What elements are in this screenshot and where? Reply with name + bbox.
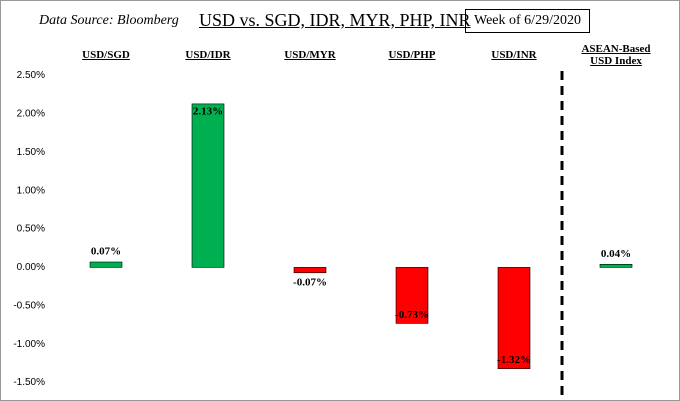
bar [599, 264, 633, 268]
bar [191, 103, 225, 268]
bar [497, 267, 531, 369]
value-label: 0.04% [601, 248, 631, 260]
category-label: USD/MYR [284, 49, 336, 61]
y-tick-label: 1.00% [17, 185, 45, 196]
y-tick-label: -0.50% [13, 300, 45, 311]
category-label: USD/IDR [185, 49, 231, 61]
source: Data Source: Bloomberg [39, 13, 179, 28]
bar [293, 267, 327, 274]
y-tick-label: 0.00% [17, 262, 45, 273]
chart-title: USD vs. SGD, IDR, MYR, PHP, INR [199, 10, 471, 30]
bar [395, 267, 429, 324]
value-label: -0.07% [293, 276, 327, 288]
y-tick-label: -1.50% [13, 377, 45, 388]
category-label: USD/PHP [388, 49, 436, 61]
category-label: USD/SGD [82, 49, 130, 61]
y-tick-label: 2.00% [17, 109, 45, 120]
category-label: USD/INR [491, 49, 537, 61]
value-label: -0.73% [395, 309, 429, 321]
value-label: 0.07% [91, 246, 121, 258]
y-tick-label: 1.50% [17, 147, 45, 158]
y-tick-label: 0.50% [17, 224, 45, 235]
y-tick-label: -1.00% [13, 339, 45, 350]
category-label: ASEAN-Based USD Index [581, 43, 651, 67]
y-tick-label: 2.50% [17, 70, 45, 81]
bar [89, 261, 123, 268]
value-label: -1.32% [497, 354, 531, 366]
period: Week of 6/29/2020 [465, 9, 590, 33]
value-label: 2.13% [193, 105, 223, 117]
